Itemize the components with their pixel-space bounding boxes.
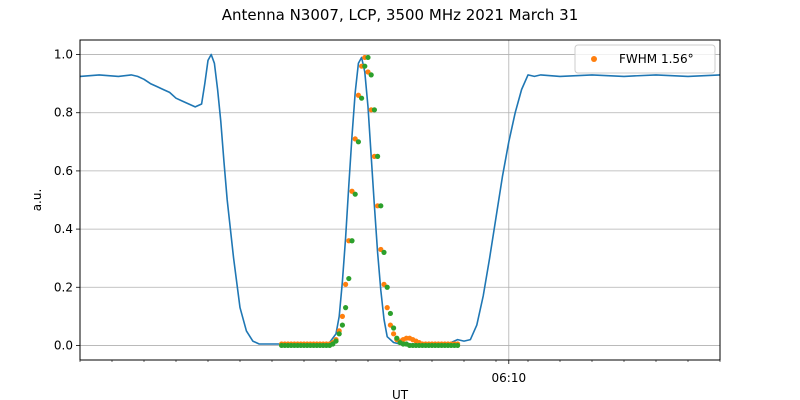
fit-point: [343, 305, 349, 311]
fit-point: [362, 63, 368, 69]
chart-title: Antenna N3007, LCP, 3500 MHz 2021 March …: [222, 6, 579, 24]
legend-label: FWHM 1.56°: [619, 52, 694, 66]
fit-point: [368, 72, 374, 78]
grid: [80, 40, 720, 360]
y-tick-label: 0.2: [54, 280, 73, 294]
fwhm-point: [391, 331, 397, 337]
legend-marker: [591, 56, 597, 62]
fwhm-point: [343, 281, 349, 287]
legend: FWHM 1.56°: [574, 44, 716, 74]
y-tick-label: 0.8: [54, 106, 73, 120]
fit-point: [394, 335, 400, 341]
beam-profile-line: [80, 53, 720, 345]
y-tick-label: 0.4: [54, 222, 73, 236]
x-axis-label: UT: [392, 388, 409, 400]
y-tick-label: 0.6: [54, 164, 73, 178]
y-axis-ticks: 0.0 0.2 0.4 0.6 0.8 1.0: [54, 48, 80, 352]
fit-point: [455, 342, 461, 349]
fit-point: [378, 203, 384, 209]
fwhm-point: [339, 313, 345, 319]
fit-point: [336, 331, 342, 337]
fit-point: [371, 107, 377, 113]
data-layer: [80, 53, 720, 349]
fit-point: [333, 338, 339, 344]
x-axis-ticks: 06:10: [79, 360, 721, 385]
fit-point: [349, 238, 355, 244]
x-tick-label: 06:10: [492, 371, 527, 385]
y-tick-label: 1.0: [54, 48, 73, 62]
fit-point: [391, 325, 397, 331]
fit-point: [384, 284, 390, 290]
fit-point: [355, 139, 361, 145]
plot-area: [80, 40, 720, 360]
fit-point: [387, 310, 393, 317]
fit-point: [339, 322, 345, 328]
y-tick-label: 0.0: [54, 338, 73, 352]
y-axis-label: a.u.: [30, 189, 44, 212]
fwhm-point: [384, 305, 390, 311]
legend-box: [574, 44, 716, 74]
fit-point: [346, 275, 352, 282]
fit-point: [381, 249, 387, 255]
fit-point: [365, 54, 371, 61]
fit-point: [352, 191, 358, 197]
fit-point: [375, 153, 381, 159]
fit-point: [359, 95, 365, 101]
